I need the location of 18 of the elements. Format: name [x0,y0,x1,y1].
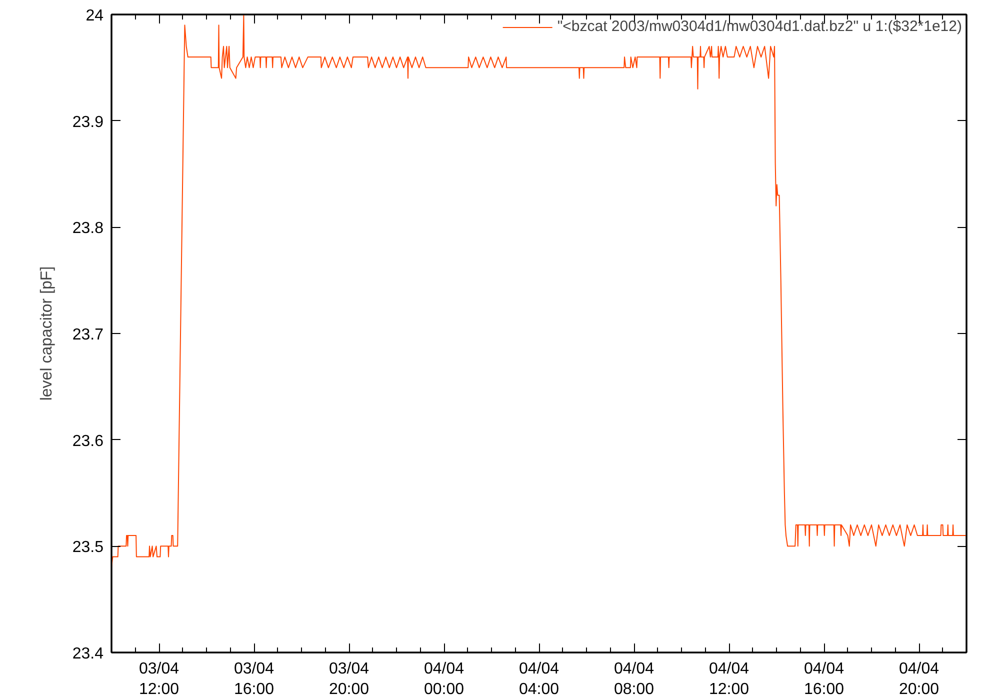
x-tick-label: 04/04 12:00 [708,660,750,698]
x-tick-label: 04/04 00:00 [424,660,464,698]
y-tick-label: 23.7 [72,326,104,344]
series-label: "<bzcat 2003/mw0304d1/mw0304d1.dat.bz2" u 1:($32*1e12) [557,18,962,35]
y-tick-label: 23.5 [72,539,104,556]
x-tick-label: 04/04 16:00 [804,660,844,698]
x-tick-label: 03/04 16:00 [234,660,274,698]
x-tick-label: 04/04 08:00 [614,660,654,698]
y-tick-label: 23.6 [72,432,104,450]
x-tick-label: 03/04 20:00 [328,660,370,698]
y-tick-label: 24 [86,8,104,24]
y-axis-title: level capacitor [pF] [38,266,56,401]
y-tick-label: 23.4 [72,646,104,662]
x-tick-label: 04/04 04:00 [518,660,560,698]
x-tick-label: 03/04 12:00 [138,660,180,698]
x-tick-label: 04/04 20:00 [898,660,940,698]
y-tick-label: 23.9 [72,114,104,131]
y-tick-label: 23.8 [72,220,104,238]
